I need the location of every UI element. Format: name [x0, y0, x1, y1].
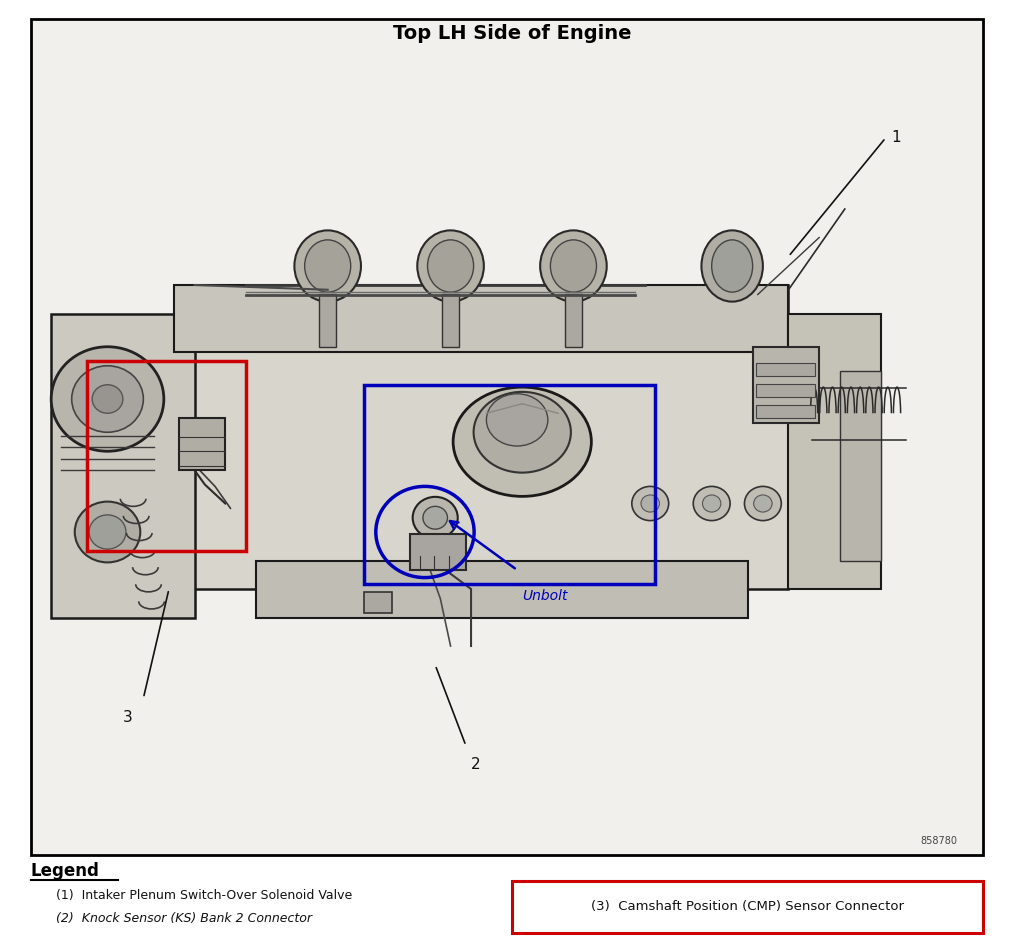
Circle shape — [413, 497, 458, 539]
Circle shape — [89, 515, 126, 549]
Ellipse shape — [712, 240, 753, 293]
Text: 3: 3 — [123, 710, 133, 725]
Circle shape — [92, 385, 123, 413]
Bar — [442, 294, 459, 347]
Bar — [51, 314, 195, 618]
Bar — [364, 592, 392, 613]
Ellipse shape — [418, 231, 484, 302]
Circle shape — [754, 495, 772, 512]
Ellipse shape — [295, 231, 361, 302]
Bar — [756, 363, 815, 376]
Bar — [753, 347, 819, 423]
Ellipse shape — [305, 240, 350, 293]
Text: Top LH Side of Engine: Top LH Side of Engine — [393, 24, 631, 43]
Bar — [410, 534, 466, 570]
Text: Unbolt: Unbolt — [522, 589, 567, 603]
Bar — [256, 560, 748, 618]
Bar — [756, 405, 815, 418]
Bar — [364, 385, 655, 584]
Circle shape — [72, 366, 143, 432]
Ellipse shape — [541, 231, 606, 302]
Text: 858780: 858780 — [921, 836, 957, 846]
Bar — [788, 314, 881, 589]
Ellipse shape — [453, 388, 592, 496]
Circle shape — [75, 502, 140, 562]
Ellipse shape — [486, 393, 548, 446]
Text: (1)  Intaker Plenum Switch-Over Solenoid Valve: (1) Intaker Plenum Switch-Over Solenoid … — [56, 889, 352, 902]
Bar — [565, 294, 582, 347]
Circle shape — [641, 495, 659, 512]
Text: 2: 2 — [471, 757, 481, 772]
Text: (3)  Camshaft Position (CMP) Sensor Connector: (3) Camshaft Position (CMP) Sensor Conne… — [591, 900, 904, 913]
Text: 1: 1 — [891, 130, 901, 145]
Bar — [87, 361, 246, 551]
Bar — [174, 285, 788, 352]
Circle shape — [423, 506, 447, 529]
Bar — [512, 881, 983, 933]
Ellipse shape — [701, 231, 763, 302]
Bar — [179, 418, 225, 470]
Ellipse shape — [551, 240, 596, 293]
Ellipse shape — [428, 240, 473, 293]
Circle shape — [693, 486, 730, 521]
Ellipse shape — [473, 391, 571, 473]
Bar — [31, 19, 983, 855]
Circle shape — [744, 486, 781, 521]
Text: (2)  Knock Sensor (KS) Bank 2 Connector: (2) Knock Sensor (KS) Bank 2 Connector — [56, 912, 312, 925]
Bar — [319, 294, 336, 347]
Bar — [756, 384, 815, 397]
Bar — [174, 285, 788, 589]
Bar — [840, 370, 881, 560]
Circle shape — [702, 495, 721, 512]
Circle shape — [51, 347, 164, 451]
Circle shape — [632, 486, 669, 521]
Text: Legend: Legend — [31, 863, 99, 880]
